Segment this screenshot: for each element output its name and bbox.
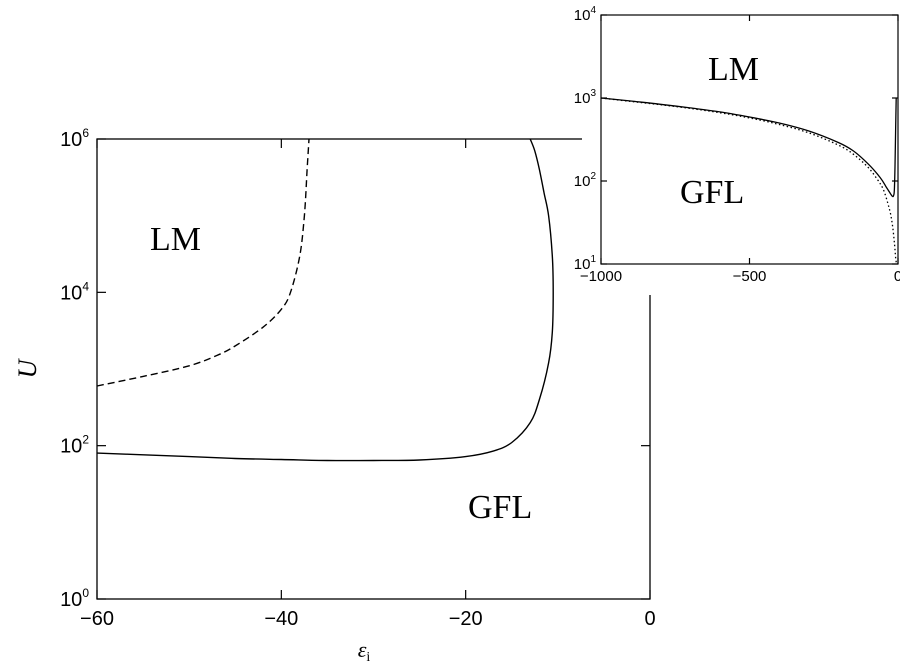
inset-chart: −1000 −500 0 101 102 103 104 LM GFL	[574, 0, 900, 295]
x-tick-label: 0	[644, 608, 655, 630]
y-tick-label: 100	[60, 586, 89, 611]
x-tick-label: −40	[264, 608, 298, 630]
main-series	[96, 138, 554, 462]
main-plot-frame	[96, 138, 651, 600]
y-axis-title: U	[13, 357, 42, 378]
series-line-dotted	[600, 97, 898, 265]
inset-ticks: −1000 −500 0 101 102 103 104	[574, 5, 900, 285]
y-tick-label: 106	[60, 126, 89, 151]
y-tick-label: 101	[574, 254, 597, 273]
x-axis-title-symbol: ε	[358, 637, 367, 662]
x-tick-label: −60	[80, 608, 114, 630]
y-tick-label: 102	[60, 433, 89, 458]
x-tick-label: −1000	[580, 268, 622, 285]
inset-series	[600, 97, 898, 265]
inset-region-label-gfl: GFL	[680, 174, 744, 211]
y-tick-label: 104	[60, 279, 89, 304]
y-tick-label: 104	[574, 5, 597, 24]
main-region-label-lm: LM	[150, 221, 201, 258]
inset-region-label-lm: LM	[708, 51, 759, 88]
x-tick-label: 0	[894, 268, 900, 285]
x-axis-title: εi	[358, 637, 371, 665]
series-line-dashed	[96, 138, 310, 387]
y-tick-label: 103	[574, 88, 597, 107]
y-tick-label: 102	[574, 171, 597, 190]
x-axis-title-subscript: i	[366, 650, 370, 665]
x-tick-label: −20	[449, 608, 483, 630]
series-line-solid	[96, 138, 554, 462]
x-tick-label: −500	[733, 268, 767, 285]
main-region-label-gfl: GFL	[468, 489, 532, 526]
main-chart: −60 −40 −20 0 100 102 104 106 LM GFL U εi	[13, 126, 656, 665]
